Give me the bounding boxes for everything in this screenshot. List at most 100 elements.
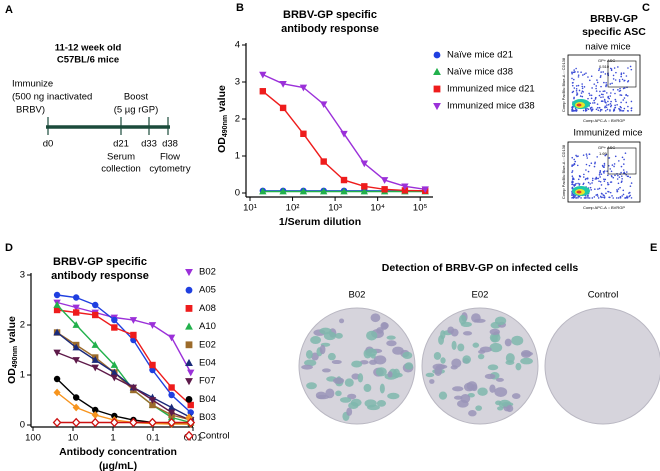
flow-dot: [575, 85, 578, 87]
y-axis-label-part: value: [216, 85, 228, 115]
plates-title: Detection of BRBV-GP on infected cells: [382, 262, 579, 274]
x-axis-label: 1/Serum dilution: [279, 216, 361, 228]
flow-dot: [573, 184, 575, 186]
flow-dot: [619, 89, 622, 92]
legend-marker: [184, 430, 194, 441]
flow-dot: [602, 96, 604, 98]
x-tick-label: 100: [25, 433, 41, 444]
flow-dot: [622, 163, 625, 165]
flow-dot: [605, 85, 607, 88]
plaque: [392, 368, 400, 379]
flow-dot: [604, 178, 607, 181]
flow-x-axis: Comp APC-A :: BVRGP: [583, 118, 625, 123]
legend-marker: [185, 305, 193, 312]
flow-group: naive mice: [585, 42, 630, 53]
plaque: [364, 399, 377, 408]
flow-dot: [591, 197, 594, 199]
flow-dot: [589, 94, 591, 96]
flow-dot: [575, 90, 578, 92]
legend-marker: [185, 268, 193, 277]
flow-dot: [579, 95, 582, 97]
flow-dot: [621, 195, 623, 197]
flow-dot: [603, 194, 605, 197]
flow-dot: [620, 101, 622, 104]
flow-dot: [620, 72, 623, 74]
flow-dot: [623, 80, 625, 82]
flow-dot: [614, 104, 616, 107]
marker: [299, 187, 308, 195]
marker: [92, 301, 99, 309]
marker: [110, 368, 119, 376]
flow-dot: [621, 78, 624, 81]
flow-dot: [614, 106, 616, 109]
flow-dot: [629, 176, 631, 179]
marker: [360, 160, 368, 168]
marker: [72, 394, 80, 401]
plaque: [472, 342, 480, 348]
legend-label: B02: [199, 267, 216, 278]
marker: [187, 369, 195, 377]
plaque: [351, 360, 363, 368]
flow-dot: [571, 106, 574, 109]
plaque: [489, 342, 503, 353]
flow-dot: [582, 176, 585, 178]
flow-dot: [600, 96, 602, 99]
marker: [401, 183, 409, 191]
flow-dot: [600, 192, 603, 195]
legend-marker: [433, 67, 441, 76]
flow-dot: [607, 183, 609, 186]
flow-dot: [622, 72, 625, 74]
flow-dot: [619, 186, 621, 189]
flow-dot: [588, 153, 591, 155]
flow-dot: [587, 170, 590, 173]
flow-y-axis: Comp PacBlu Blue-A :: CD138: [561, 144, 566, 199]
legend-label: A08: [199, 303, 216, 314]
flow-dot: [579, 175, 582, 178]
flow-dot: [577, 195, 580, 198]
flow-dot: [607, 103, 610, 106]
plaque: [402, 351, 413, 360]
flow-dot: [619, 196, 622, 198]
marker: [340, 187, 348, 195]
x-axis-label: Antibody concentration: [59, 446, 177, 458]
flow-dot: [571, 170, 574, 172]
plaque: [484, 373, 496, 380]
flow-dot: [622, 99, 625, 101]
plate-label: Control: [588, 290, 619, 301]
y-tick-label: 4: [235, 40, 240, 51]
flow-dot: [603, 90, 606, 92]
marker: [91, 411, 99, 419]
x-tick-label: 0.1: [146, 433, 159, 444]
flow-dot: [571, 177, 574, 179]
x-tick-label: 10: [68, 433, 79, 444]
marker: [279, 104, 287, 112]
flow-dot: [577, 182, 579, 185]
flow-dot: [594, 162, 596, 165]
flow-dot: [602, 196, 604, 199]
plaque: [440, 330, 446, 340]
flow-dot: [630, 107, 633, 110]
flow-dot: [618, 108, 621, 111]
flow-dot: [572, 71, 575, 74]
flow-dot: [587, 194, 589, 197]
flow-dot: [600, 71, 602, 73]
flow-dot: [626, 80, 629, 83]
legend-marker: [433, 85, 441, 93]
flow-dot: [610, 170, 613, 173]
flow-dot: [585, 153, 588, 155]
flow-dot: [573, 163, 576, 166]
flow-dot: [589, 79, 591, 82]
flow-dot: [594, 161, 596, 164]
plaque: [494, 387, 508, 397]
flow-dot: [599, 90, 601, 93]
flow-dot: [595, 87, 597, 90]
plaque: [462, 355, 471, 364]
marker: [380, 177, 389, 184]
flow-group: Immunized mice: [573, 128, 642, 139]
flow-dot: [599, 76, 602, 78]
marker: [421, 186, 429, 194]
flow-dot: [584, 109, 587, 111]
flow-dot: [617, 174, 619, 177]
marker: [91, 341, 99, 348]
flow-dot: [623, 87, 626, 89]
